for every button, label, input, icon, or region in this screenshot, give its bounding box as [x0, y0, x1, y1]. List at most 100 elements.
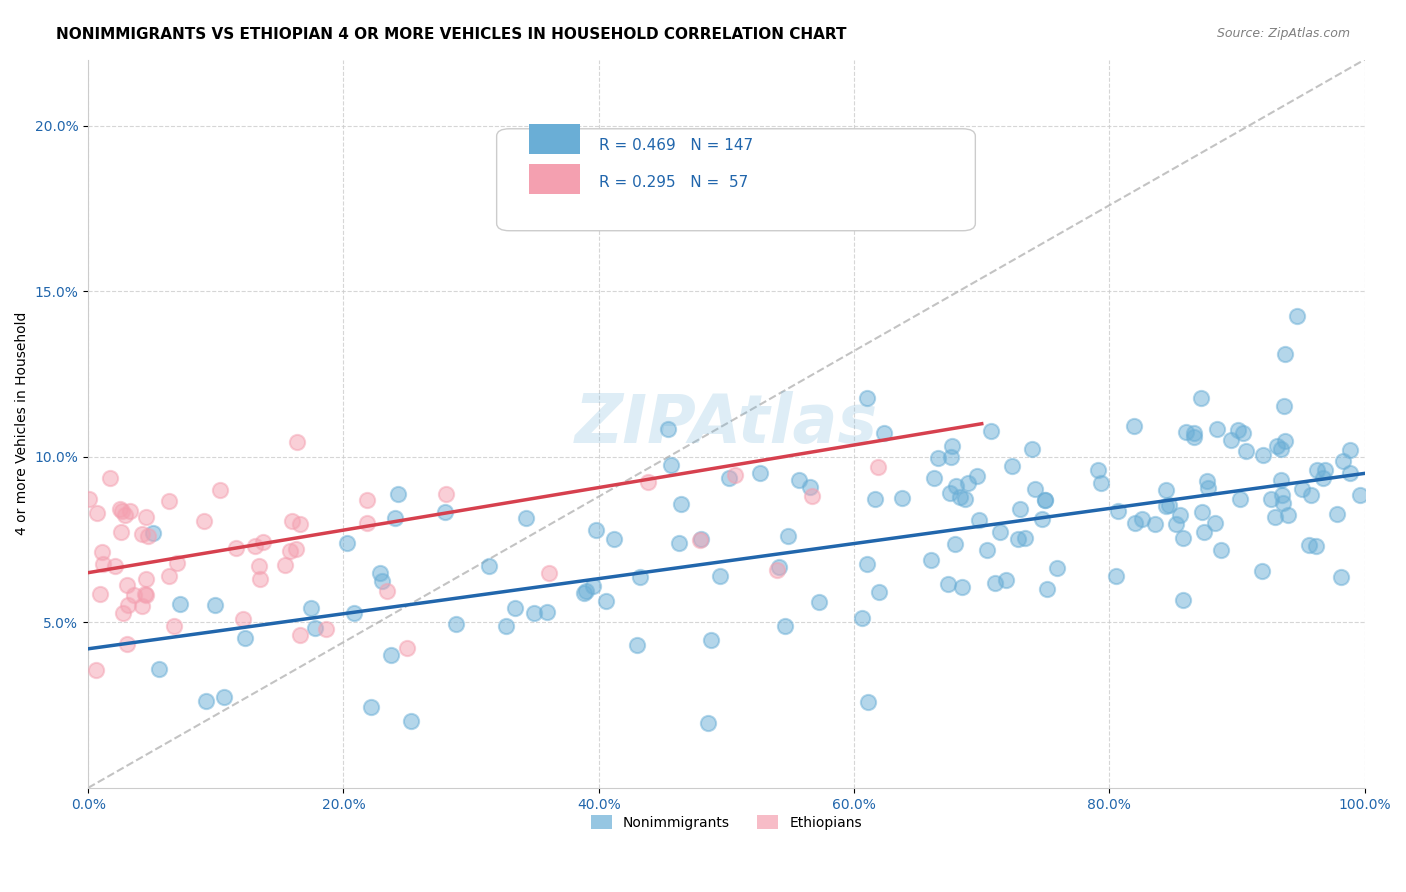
Point: [1192, 524, 1215, 539]
Point: [131, 527, 153, 541]
Point: [976, 542, 998, 557]
Point: [285, 541, 308, 556]
Point: [1007, 532, 1029, 546]
Point: [626, 638, 648, 652]
Point: [1219, 433, 1241, 447]
Text: R = 0.469   N = 147: R = 0.469 N = 147: [599, 138, 752, 153]
Text: NONIMMIGRANTS VS ETHIOPIAN 4 OR MORE VEHICLES IN HOUSEHOLD CORRELATION CHART: NONIMMIGRANTS VS ETHIOPIAN 4 OR MORE VEH…: [56, 27, 846, 42]
Point: [288, 628, 311, 642]
Point: [575, 583, 598, 598]
Point: [537, 566, 560, 580]
Point: [994, 573, 1017, 587]
Point: [1229, 491, 1251, 506]
Point: [285, 434, 308, 449]
Point: [86, 506, 108, 520]
Point: [232, 612, 254, 626]
Point: [582, 579, 605, 593]
Point: [315, 622, 337, 636]
Point: [157, 569, 180, 583]
Point: [1008, 501, 1031, 516]
Point: [380, 648, 402, 663]
Point: [1123, 516, 1146, 530]
Point: [787, 473, 810, 487]
Point: [1232, 425, 1254, 440]
Point: [117, 598, 139, 612]
Point: [1182, 425, 1205, 440]
Point: [768, 559, 790, 574]
Point: [1264, 509, 1286, 524]
Point: [1154, 499, 1177, 513]
Point: [1033, 493, 1056, 508]
FancyBboxPatch shape: [496, 128, 976, 231]
Point: [952, 580, 974, 594]
Point: [1306, 463, 1329, 477]
Point: [1330, 570, 1353, 584]
Point: [1265, 439, 1288, 453]
Point: [77, 491, 100, 506]
Point: [252, 535, 274, 549]
Point: [966, 468, 988, 483]
Point: [808, 594, 831, 608]
FancyBboxPatch shape: [529, 164, 579, 194]
Point: [142, 525, 165, 540]
Point: [86, 663, 108, 677]
Point: [1144, 517, 1167, 532]
Point: [1331, 454, 1354, 468]
Point: [628, 570, 651, 584]
Point: [112, 607, 135, 621]
Point: [114, 508, 136, 523]
Point: [371, 574, 394, 588]
Point: [515, 510, 537, 524]
Point: [659, 458, 682, 472]
Point: [1251, 448, 1274, 462]
Point: [936, 577, 959, 591]
Point: [495, 618, 517, 632]
Point: [585, 523, 607, 537]
Point: [478, 559, 501, 574]
Point: [375, 583, 398, 598]
Point: [356, 516, 378, 531]
Point: [1036, 582, 1059, 597]
Point: [135, 572, 157, 586]
Point: [1168, 508, 1191, 522]
Point: [1105, 569, 1128, 583]
Point: [1271, 488, 1294, 502]
Point: [503, 600, 526, 615]
Point: [1191, 391, 1213, 405]
Point: [523, 606, 546, 620]
Point: [1090, 476, 1112, 491]
Point: [868, 460, 890, 475]
Point: [1159, 498, 1181, 512]
Legend: Nonimmigrants, Ethiopians: Nonimmigrants, Ethiopians: [585, 810, 868, 836]
Point: [434, 487, 457, 501]
Text: R = 0.295   N =  57: R = 0.295 N = 57: [599, 175, 748, 190]
Point: [169, 597, 191, 611]
Point: [778, 529, 800, 543]
Point: [1031, 512, 1053, 526]
Point: [657, 422, 679, 436]
Point: [949, 491, 972, 505]
Point: [384, 511, 406, 525]
Point: [1209, 543, 1232, 558]
Point: [1305, 539, 1327, 553]
Y-axis label: 4 or more Vehicles in Household: 4 or more Vehicles in Household: [15, 312, 30, 535]
Point: [163, 619, 186, 633]
Point: [1326, 508, 1348, 522]
Point: [166, 556, 188, 570]
Point: [1175, 425, 1198, 439]
Point: [343, 606, 366, 620]
Point: [856, 391, 879, 405]
Point: [945, 478, 967, 492]
Point: [131, 599, 153, 613]
Point: [863, 492, 886, 507]
Point: [669, 497, 692, 511]
Point: [1197, 474, 1219, 488]
Point: [304, 621, 326, 635]
Point: [1272, 399, 1295, 413]
Point: [1313, 463, 1336, 477]
Point: [444, 617, 467, 632]
Point: [920, 553, 942, 567]
Point: [718, 471, 741, 485]
Point: [927, 451, 949, 466]
Point: [249, 572, 271, 586]
